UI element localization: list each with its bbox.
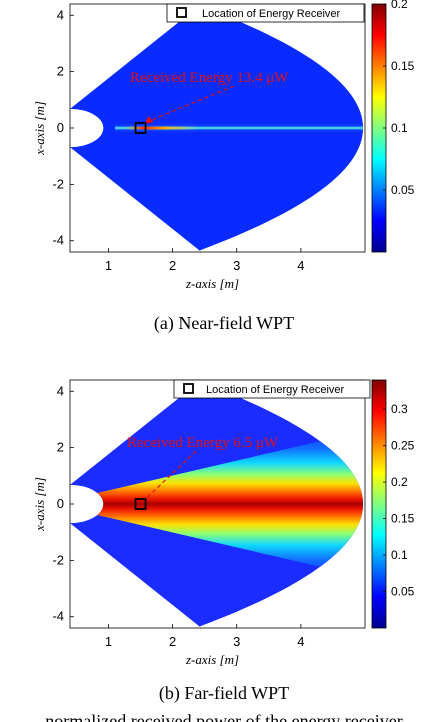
chart-a-xtick-label: 1	[105, 258, 112, 273]
chart-a-colorbar-tick-label: 0.15	[391, 59, 415, 73]
chart-b-colorbar-tick-label: 0.25	[391, 439, 415, 453]
chart-a-ytick-label: 2	[57, 64, 64, 79]
chart-a-xlabel: z-axis [m]	[185, 276, 239, 291]
chart-a-legend-marker-icon	[176, 7, 187, 18]
chart-b-ytick-label: -2	[52, 552, 64, 567]
chart-a-colorbar-tick-label: 0.05	[391, 183, 415, 197]
chart-b-colorbar-tick-label: 0.2	[391, 475, 408, 489]
chart-b-legend-label: Location of Energy Receiver	[206, 384, 345, 396]
chart-a-ytick-label: 0	[57, 120, 64, 135]
chart-b-annotation-arrow	[146, 450, 197, 499]
chart-a: 1 2 3 4 -4 -2 0 2 4 z-axis [m] x-axis [m] Locat…	[32, 0, 415, 334]
chart-b-colorbar-tick-label: 0.1	[391, 548, 408, 562]
chart-b-xtick-label: 3	[233, 634, 240, 649]
chart-a-colorbar-tick-label: 0.1	[391, 121, 408, 135]
chart-b-ytick-label: 0	[57, 496, 64, 511]
chart-a-ytick-label: -4	[52, 233, 64, 248]
chart-a-colorbar-tick-label: 0.2	[391, 0, 408, 11]
chart-a-ylabel: x-axis [m]	[32, 101, 47, 156]
chart-a-legend-label: Location of Energy Receiver	[202, 8, 341, 20]
chart-b-xtick-label: 1	[105, 634, 112, 649]
chart-b-ytick-label: 2	[57, 440, 64, 455]
chart-a-receiver-marker	[134, 122, 147, 134]
chart-b-ytick-label: 4	[57, 383, 64, 398]
chart-b-xlabel: z-axis [m]	[185, 652, 239, 667]
chart-a-ytick-label: 4	[57, 7, 64, 22]
chart-b-colorbar-tick-label: 0.05	[391, 585, 415, 599]
chart-a-annotation-arrow	[146, 85, 235, 123]
chart-a-caption: (a) Near-field WPT	[154, 313, 294, 334]
chart-b-ylabel: x-axis [m]	[32, 477, 47, 532]
chart-b-colorbar-tick-label: 0.3	[391, 402, 408, 416]
chart-a-ytick-label: -2	[52, 176, 64, 191]
chart-a-legend: Location of Energy Receiver	[166, 3, 365, 23]
chart-a-annotation: Received Energy 13.4 μW	[130, 70, 289, 86]
chart-b-legend: Location of Energy Receiver	[173, 379, 371, 399]
chart-b-colorbar-tick-label: 0.15	[391, 512, 415, 526]
chart-a-annotation-arrowhead	[144, 116, 154, 124]
chart-b-ytick-label: -4	[52, 609, 64, 624]
chart-b-colorbar: 0.05 0.1 0.15 0.2 0.25 0.3	[371, 379, 415, 629]
chart-b-annotation: Received Energy 6.5 μW	[127, 435, 279, 451]
chart-a-colorbar: 0.05 0.1 0.15 0.2	[371, 0, 415, 253]
chart-b-xtick-label: 4	[297, 634, 304, 649]
chart-b-xtick-label: 2	[169, 634, 176, 649]
chart-b-caption: (b) Far-field WPT	[159, 683, 289, 704]
chart-a-xtick-label: 2	[169, 258, 176, 273]
chart-a-xtick-label: 3	[233, 258, 240, 273]
chart-a-xtick-label: 4	[297, 258, 304, 273]
chart-b-legend-marker-icon	[183, 383, 194, 394]
figure-caption-fragment: normalized received power of the energy …	[45, 711, 402, 722]
chart-b-receiver-marker	[134, 498, 147, 510]
chart-b: 1 2 3 4 -4 -2 0 2 4 z-axis [m] x-axis [m] Locat…	[32, 379, 415, 704]
